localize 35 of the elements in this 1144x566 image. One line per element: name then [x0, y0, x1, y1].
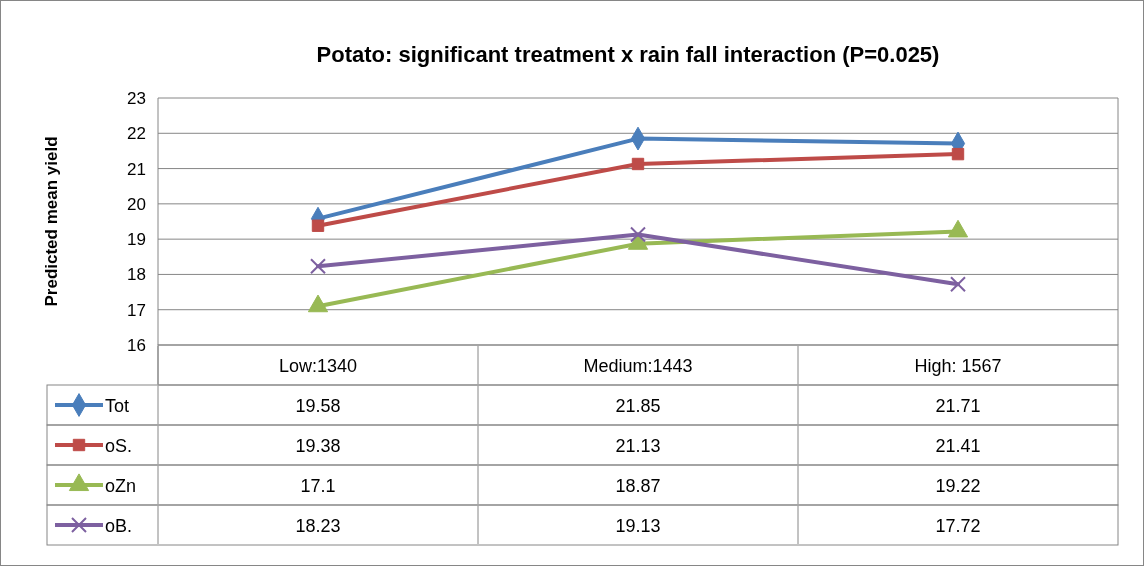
data-label: 18.23 [295, 516, 341, 536]
point [949, 276, 967, 293]
y-tick-label: 23 [127, 89, 146, 108]
point [631, 157, 645, 171]
legend-label: Tot [105, 396, 130, 416]
y-tick-label: 16 [127, 336, 146, 355]
data-label: 18.87 [615, 476, 661, 496]
y-axis-title: Predicted mean yield [42, 136, 61, 307]
data-label: 19.22 [935, 476, 981, 496]
data-label: 17.1 [300, 476, 336, 496]
y-tick-label: 22 [127, 124, 146, 144]
y-tick-label: 21 [127, 159, 146, 179]
y-tick-label: 18 [127, 265, 146, 285]
point [309, 258, 327, 275]
point [311, 219, 325, 232]
y-tick-label: 17 [127, 300, 146, 320]
data-label: 19.38 [295, 436, 341, 456]
y-tick-label: 20 [127, 194, 146, 214]
y-tick-label: 19 [127, 230, 146, 250]
data-label: 21.13 [615, 436, 661, 456]
x-tick-label: Low:1340 [278, 356, 358, 376]
data-label: 21.85 [615, 396, 661, 416]
x-tick-label: High: 1567 [914, 356, 1002, 376]
legend-label: oB. [105, 516, 133, 536]
data-label: 19.58 [295, 396, 341, 416]
data-label: 21.41 [935, 436, 981, 456]
chart-title: Potato: significant treatment x rain fall interaction (P=0.025) [316, 42, 940, 67]
data-label: 21.71 [935, 396, 981, 416]
legend-label: oZn [105, 476, 137, 496]
data-label: 19.13 [615, 516, 661, 536]
point [951, 147, 965, 161]
data-label: 17.72 [935, 516, 981, 536]
x-tick-label: Medium:1443 [583, 356, 693, 376]
legend-label: oS. [105, 436, 133, 456]
point [629, 226, 647, 243]
